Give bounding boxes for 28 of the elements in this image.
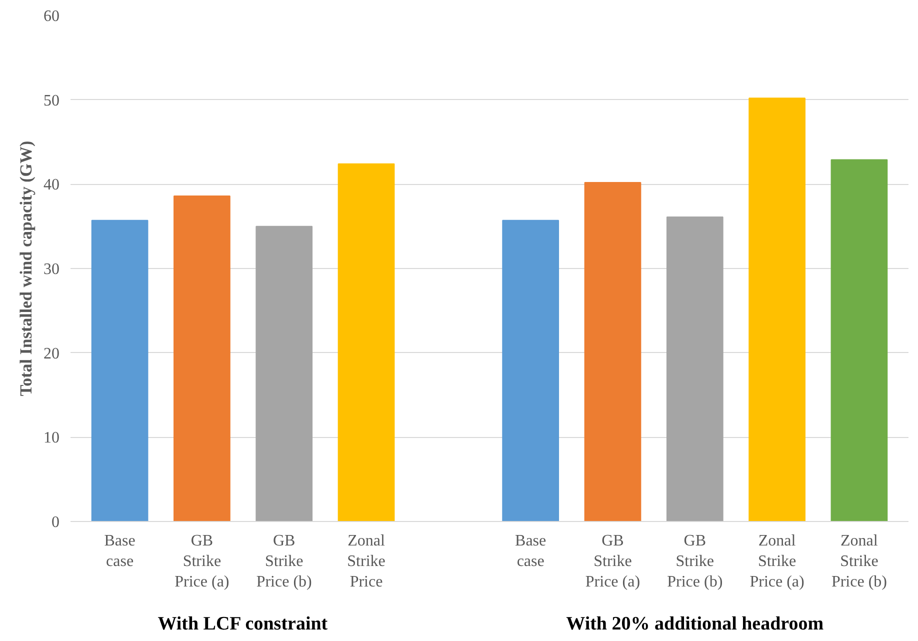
x-tick-label: Zonal Strike Price xyxy=(347,532,386,590)
x-tick-label: GB Strike Price (b) xyxy=(256,532,312,590)
y-tick-label: 10 xyxy=(44,430,60,447)
y-tick-label: 50 xyxy=(44,92,60,110)
y-tick-label: 30 xyxy=(44,261,60,278)
x-tick-label: GB Strike Price (a) xyxy=(585,532,640,590)
x-tick-label: Base case xyxy=(515,532,546,570)
x-tick-label: GB Strike Price (b) xyxy=(667,532,723,590)
x-tick-label: Zonal Strike Price (a) xyxy=(750,532,804,590)
x-tick-label: GB Strike Price (a) xyxy=(174,532,230,590)
y-tick-label: 20 xyxy=(44,345,60,362)
bar xyxy=(502,220,560,522)
bar xyxy=(748,98,806,522)
y-axis-title: Total Installed wind capacity (GW) xyxy=(16,140,36,396)
bar xyxy=(256,226,313,522)
x-tick-label: Base case xyxy=(104,532,136,570)
bar xyxy=(91,220,148,522)
bar xyxy=(584,182,642,522)
y-tick-label: 40 xyxy=(44,176,60,194)
bar xyxy=(338,163,395,522)
bar xyxy=(830,159,888,522)
x-tick-label: Zonal Strike Price (b) xyxy=(831,532,887,590)
text: With LCF constraint xyxy=(158,614,328,634)
y-tick-label: 60 xyxy=(44,8,60,25)
y-tick-label: 0 xyxy=(52,514,60,531)
text: With 20% additional headroom xyxy=(566,614,824,634)
bar xyxy=(174,195,230,522)
bar xyxy=(666,216,724,522)
